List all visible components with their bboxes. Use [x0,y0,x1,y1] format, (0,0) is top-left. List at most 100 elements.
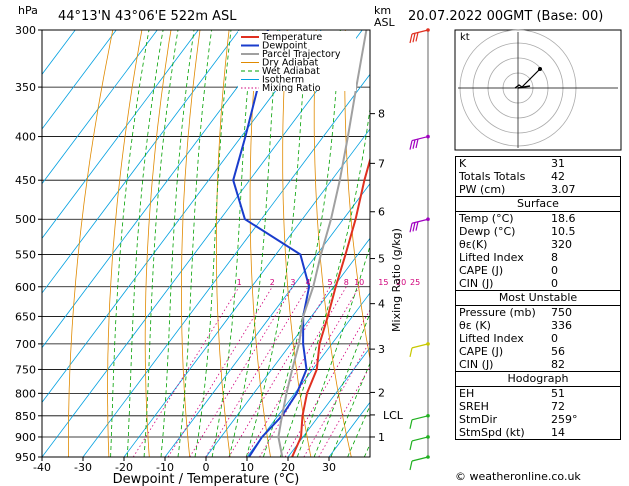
index-row: Totals Totals 42 [456,170,620,183]
hodograph-stat-label: StmSpd (kt) [459,426,525,439]
surface-value: 0 [551,264,558,277]
mixing-ratio-line [303,340,370,457]
mixing-ratio-label: 4 [305,278,310,287]
isotherm-line [42,30,117,130]
wet-adiabat-line [228,30,279,457]
legend-item: Dry Adiabat [262,58,319,69]
km-tick-label: 5 [378,253,385,266]
dry-adiabat-line [68,30,114,457]
isotherm-line [42,30,199,240]
most-unstable-row: Pressure (mb) 750 [456,306,620,319]
km-tick-label: 4 [378,298,385,311]
most-unstable-row: CIN (J) 82 [456,358,620,371]
wind-barb-flag [409,419,413,429]
index-row: K 31 [456,157,620,170]
wet-adiabat-line [126,30,164,457]
wind-barb-flag [409,460,413,471]
hpa-unit: hPa [18,4,38,17]
isotherm-line [42,30,322,403]
surface-row: Temp (°C) 18.6 [456,212,620,225]
pressure-tick-label: 750 [15,363,36,376]
surface-value: 320 [551,238,572,251]
index-label: PW (cm) [459,183,506,196]
lcl-label: LCL [383,409,404,422]
surface-label: Lifted Index [459,251,524,264]
series-temperature [291,156,370,457]
wet-adiabat-line [110,30,150,457]
mixing-ratio-line [167,286,273,457]
most-unstable-label: CAPE (J) [459,345,504,358]
mixing-ratio-label: 20 [396,278,406,287]
x-tick-label: -40 [33,461,51,474]
x-tick-label: -10 [156,461,174,474]
surface-label: CAPE (J) [459,264,504,277]
wet-adiabat-line [245,30,308,457]
mixing-ratio-label: 15 [378,278,388,287]
surface-row: CAPE (J) 0 [456,264,620,277]
most-unstable-header: Most Unstable [456,290,620,306]
isotherm-line [287,347,370,457]
wet-adiabat-line [211,30,254,457]
wind-marker [426,455,430,459]
mixing-ratio-label: 3 [290,278,295,287]
km-tick-label: 2 [378,386,385,399]
hodograph-unit: kt [460,32,470,43]
wind-barb-flag [409,347,413,358]
mixing-ratio-line [205,286,309,457]
wet-adiabat-line [177,30,212,457]
wet-adiabat-line [280,105,370,457]
surface-row: θε(K) 320 [456,238,620,251]
wind-marker [426,134,430,139]
dry-adiabat-line [181,30,201,457]
surface-label: CIN (J) [459,277,494,290]
index-label: K [459,157,467,170]
wind-marker [426,217,430,222]
wind-marker [426,342,430,346]
x-tick-label: 20 [281,461,295,474]
storm-motion-arrow [517,85,531,89]
most-unstable-value: 0 [551,332,558,345]
index-label: Totals Totals [459,170,526,183]
mixing-ratio-label: 5 [328,278,333,287]
surface-value: 10.5 [551,225,576,238]
wind-barb-flag [412,139,416,149]
surface-value: 0 [551,277,558,290]
wind-marker [426,28,430,32]
dry-adiabat-line [249,30,271,457]
wet-adiabat-line [296,244,370,457]
legend-item: Wet Adiabat [262,66,320,77]
isotherm-line [82,73,370,457]
most-unstable-label: CIN (J) [459,358,494,371]
wind-barb [411,343,429,349]
km-unit: km ASL [374,4,396,29]
mixing-ratio-axis-label: Mixing Ratio (g/kg) [390,228,403,332]
surface-label: θε(K) [459,238,488,251]
mixing-ratio-label: 25 [410,278,420,287]
wind-barb [411,456,429,462]
wind-barb-flag [409,140,413,150]
most-unstable-value: 750 [551,306,572,319]
hodograph-stat-label: SREH [459,400,489,413]
x-tick-label: 0 [203,461,210,474]
pressure-tick-label: 400 [15,131,36,144]
hodograph-stat-row: EH 51 [456,387,620,400]
wet-adiabat-line [160,30,195,457]
km-tick-label: 1 [378,431,385,444]
surface-row: CIN (J) 0 [456,277,620,290]
index-value: 3.07 [551,183,576,196]
storm-motion-marker [538,67,542,71]
pressure-tick-label: 900 [15,431,36,444]
mixing-ratio-line [259,286,360,457]
mixing-ratio-line [228,286,331,457]
pressure-tick-label: 350 [15,81,36,94]
wind-marker [426,413,430,418]
wind-barb-flag [415,138,419,149]
dry-adiabat-line [107,30,143,457]
series-parcel-trajectory [277,30,368,457]
hodograph-stat-value: 72 [551,400,565,413]
pressure-tick-label: 300 [15,24,36,37]
location-title: 44°13'N 43°06'E 522m ASL [58,9,237,24]
wind-marker [426,435,430,439]
surface-header: Surface [456,196,620,212]
mixing-ratio-label: 1 [237,278,242,287]
